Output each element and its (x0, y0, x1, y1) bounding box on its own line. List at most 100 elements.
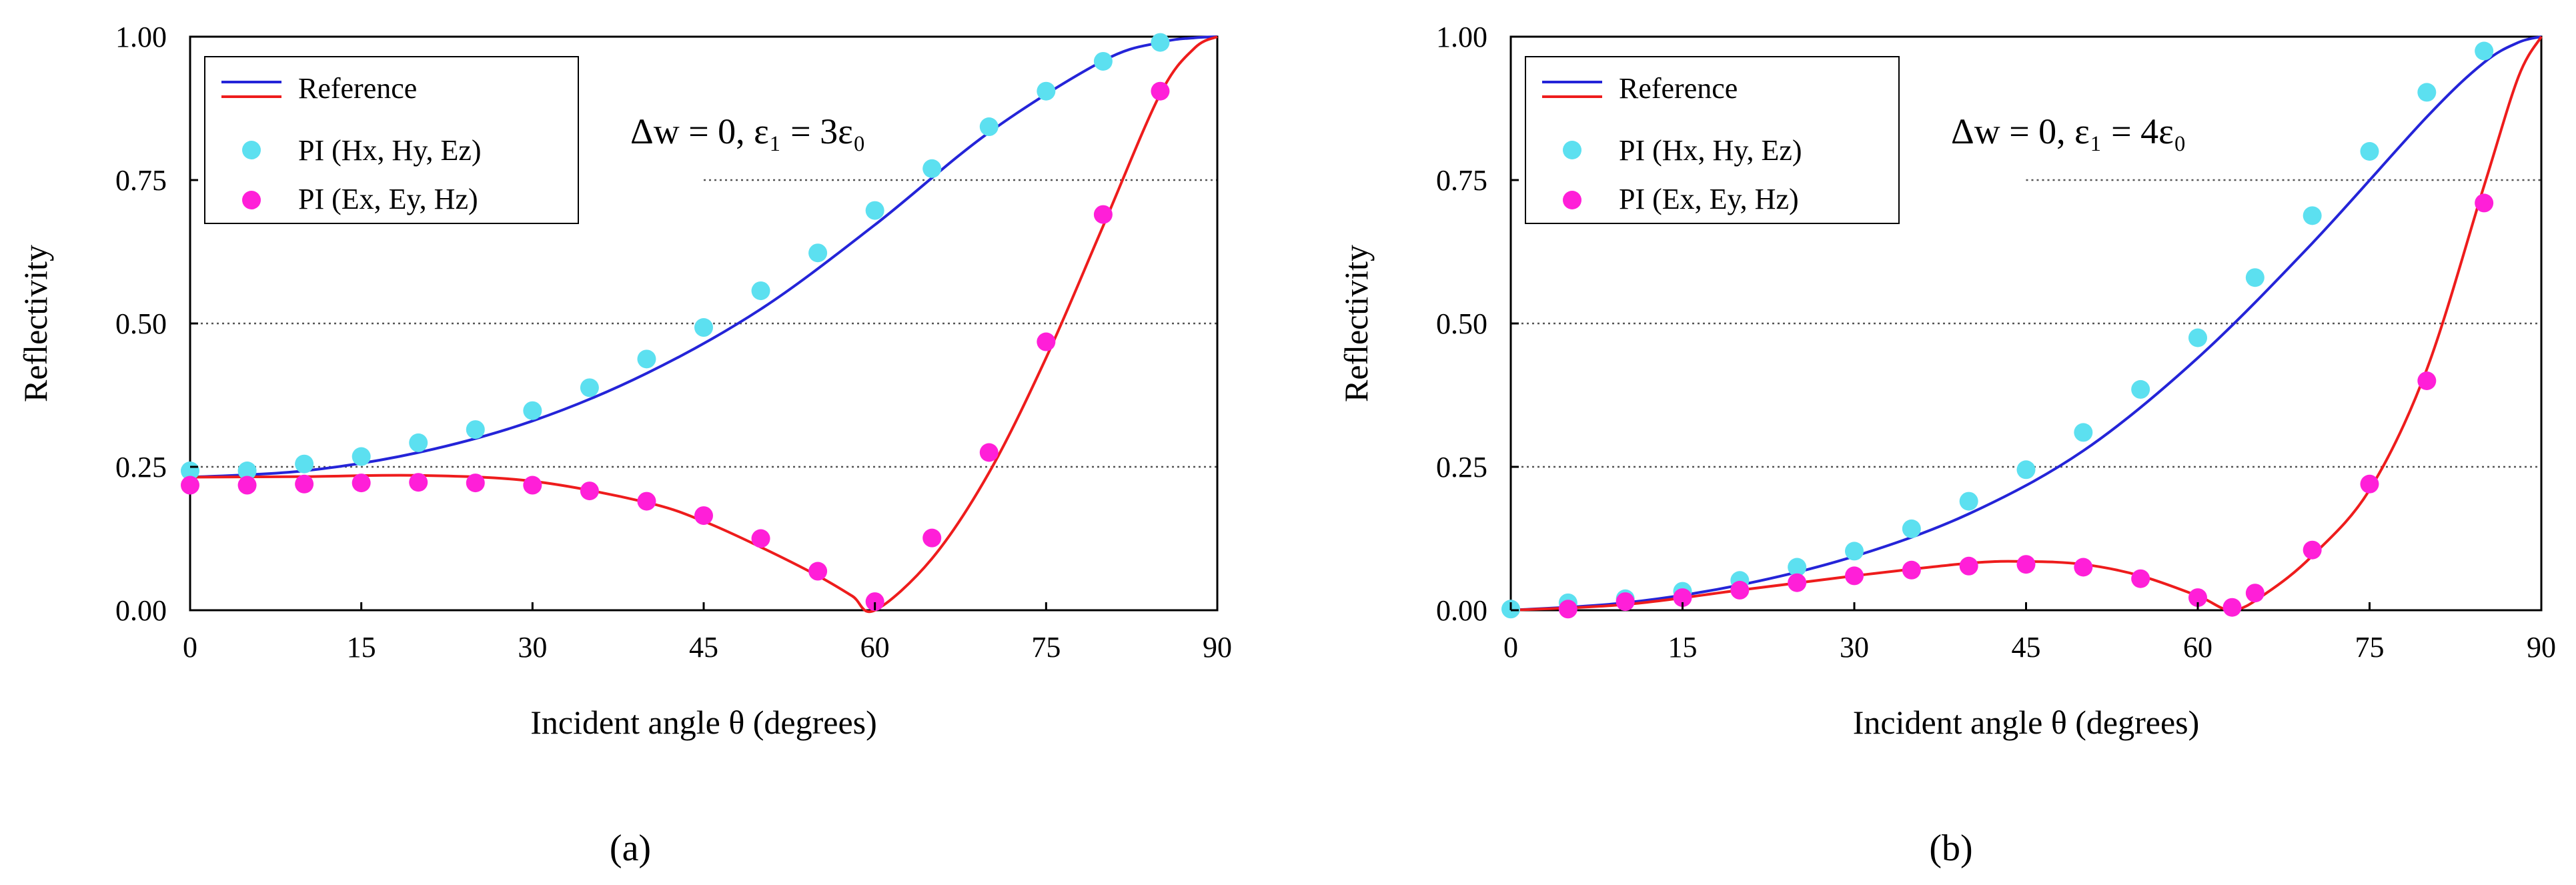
panel-b-legend-pi-tm-marker (1563, 191, 1581, 209)
panel-a-y-ticks: 0.00 0.25 0.50 0.75 1.00 (115, 21, 198, 627)
panel-b-x-tick-label: 75 (2355, 631, 2385, 664)
panel-b-pi-tm-point (2417, 371, 2437, 390)
panel-a-x-axis-label-text: Incident angle θ (degrees) (530, 704, 877, 741)
panel-b-x-axis-label-text: Incident angle θ (degrees) (1853, 704, 2200, 741)
panel-b-pi-tm-point (2016, 555, 2036, 574)
panel-a-pi-te-point (237, 462, 257, 481)
panel-a-pi-te-point (865, 201, 884, 220)
panel-b-pi-te-point (2360, 142, 2379, 161)
panel-a-pi-tm-points (181, 81, 1170, 612)
panel-a-x-axis-label: Incident angle θ (degrees) (530, 704, 877, 741)
panel-b-pi-tm-point (1673, 588, 1692, 608)
panel-a-pi-tm-point (637, 492, 656, 511)
panel-b-pi-tm-point (1558, 600, 1577, 619)
panel-a-pi-tm-point (466, 474, 485, 493)
panel-b-annotation: Δw = 0, ε₁ = 4ε₀ (1951, 111, 2186, 151)
panel-a-reference-te-line (189, 35, 1218, 479)
panel-a-legend-box (204, 56, 579, 224)
panel-b-pi-tm-point (2222, 598, 2242, 617)
panel-b-pi-tm-point (1730, 580, 1750, 600)
panel-b-x-tick-label: 30 (1840, 631, 1869, 664)
panel-b-x-tick-label: 0 (1503, 631, 1518, 664)
panel-a-pi-tm-point (580, 482, 599, 501)
panel-a-pi-tm-point (865, 592, 884, 612)
panel-a-legend-pi-tm-label: PI (Ex, Ey, Hz) (298, 183, 478, 215)
panel-b-pi-te-point (2475, 41, 2494, 61)
panel-a-legend-pi-te-label: PI (Hx, Hy, Ez) (298, 134, 482, 167)
panel-b-x-tick-label: 90 (2527, 631, 2556, 664)
panel-b-pi-tm-point (1788, 573, 1807, 592)
panel-b-pi-tm-point (2303, 540, 2322, 560)
panel-a-pi-te-point (751, 281, 770, 300)
panel-a-pi-tm-point (409, 473, 428, 492)
panel-a-pi-tm-point (181, 476, 199, 495)
panel-b-pi-tm-point (2360, 474, 2379, 494)
panel-a-pi-tm-point (922, 528, 942, 548)
panel-b: 0 15 30 45 60 75 90 0.00 0.25 0.50 0.75 1.00 Incid… (1337, 21, 2556, 869)
panel-a-pi-te-point (466, 420, 485, 439)
panel-a-pi-tm-point (352, 474, 371, 493)
panel-b-plot-area (1501, 35, 2543, 619)
panel-b-pi-te-point (1959, 492, 1978, 511)
panel-a-x-tick-label: 0 (183, 631, 197, 664)
panel-a-pi-te-points (181, 33, 1170, 481)
panel-b-reference-te-line (1510, 35, 2542, 612)
panel-a-pi-tm-point (1037, 332, 1056, 351)
panel-b-pi-te-point (2245, 268, 2265, 287)
panel-a-pi-te-point (922, 159, 942, 178)
panel-b-pi-te-point (2417, 83, 2437, 102)
panel-a-pi-tm-point (523, 476, 542, 495)
panel-a-legend-pi-te-marker (242, 141, 261, 159)
panel-a-annotation: Δw = 0, ε₁ = 3ε₀ (630, 111, 866, 151)
panel-a-pi-tm-point (751, 529, 770, 548)
panel-a-pi-te-point (1151, 33, 1170, 52)
panel-a-y-tick-label: 0.50 (115, 307, 167, 340)
panel-a-pi-te-point (523, 401, 542, 420)
panel-b-y-tick-label: 1.00 (1436, 21, 1487, 53)
panel-a-x-tick-label: 90 (1203, 631, 1232, 664)
panel-a-pi-te-point (352, 447, 371, 466)
panel-b-pi-tm-point (1959, 556, 1978, 576)
panel-a-y-tick-label: 0.00 (115, 594, 167, 627)
panel-b-y-tick-label: 0.75 (1436, 164, 1487, 197)
panel-a-plot-area (181, 33, 1219, 614)
panel-b-pi-tm-point (1616, 592, 1635, 612)
panel-a-y-axis-label: Reflectivity (17, 245, 54, 402)
panel-b-pi-tm-point (2188, 588, 2207, 608)
panel-b-x-tick-label: 15 (1668, 631, 1698, 664)
panel-b-legend-pi-te-label: PI (Hx, Hy, Ez) (1619, 134, 1802, 167)
panel-a-pi-te-point (580, 378, 599, 397)
panel-a-y-tick-label: 0.75 (115, 164, 167, 197)
panel-a-x-ticks: 0 15 30 45 60 75 90 (183, 602, 1232, 664)
panel-a-x-tick-label: 60 (860, 631, 890, 664)
panel-b-y-axis-label: Reflectivity (1337, 245, 1375, 402)
panel-a-y-tick-label: 1.00 (115, 21, 167, 53)
panel-a-pi-te-point (694, 318, 713, 337)
panel-a-pi-te-point (1093, 51, 1113, 71)
panel-b-y-tick-label: 0.25 (1436, 451, 1487, 484)
panel-b-pi-te-point (2131, 379, 2150, 399)
panel-a-y-tick-label: 0.25 (115, 451, 167, 484)
panel-b-pi-te-point (2016, 460, 2036, 480)
panel-a-pi-tm-point (808, 562, 828, 581)
panel-a-legend: Reference PI (Hx, Hy, Ez) PI (Ex, Ey, Hz… (204, 56, 579, 224)
panel-b-pi-tm-points (1558, 193, 2494, 619)
panel-b-pi-te-point (1902, 519, 1921, 538)
panel-b-legend-reference-label: Reference (1619, 72, 1738, 105)
panel-a-pi-tm-point (694, 506, 713, 526)
panel-a-pi-te-point (979, 117, 999, 137)
panel-b-pi-te-point (2188, 328, 2207, 347)
panel-a-pi-tm-point (295, 474, 314, 494)
panel-a-x-tick-label: 45 (689, 631, 718, 664)
panel-b-pi-tm-point (2074, 558, 2093, 577)
panel-a-pi-tm-point (237, 476, 257, 495)
panel-a: 0 15 30 45 60 75 90 0.00 0.25 0.50 0.75 1.00 Incid… (17, 21, 1232, 869)
panel-b-caption: (b) (1929, 828, 1972, 869)
panel-b-legend-box (1525, 56, 1900, 224)
panel-b-y-ticks: 0.00 0.25 0.50 0.75 1.00 (1436, 21, 1519, 627)
panel-b-gridlines (1511, 179, 2541, 468)
panel-b-y-tick-label: 0.50 (1436, 307, 1487, 340)
panel-b-pi-te-point (1845, 542, 1864, 561)
panel-a-x-tick-label: 15 (347, 631, 376, 664)
